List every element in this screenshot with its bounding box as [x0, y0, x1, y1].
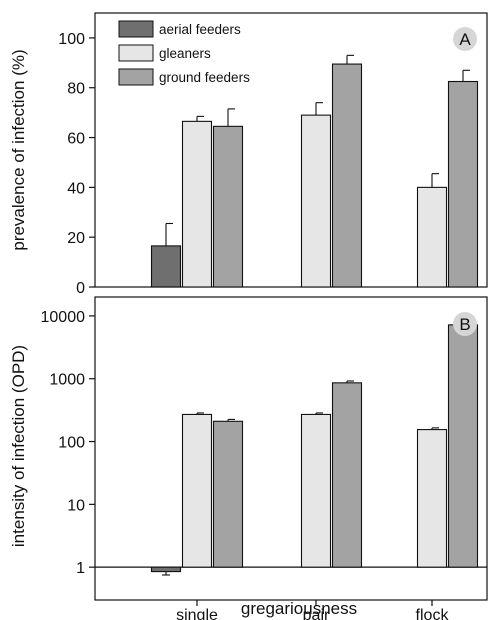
panel-a-y-tick-label: 60 — [67, 131, 85, 148]
panel-b-bar — [181, 413, 213, 568]
legend-swatch-gleaners — [118, 44, 154, 62]
panel-b-bar — [150, 566, 182, 573]
x-category-label: pair — [303, 607, 330, 620]
panel-b-bar — [300, 413, 332, 568]
panel-b-y-tick-label: 10 — [67, 497, 85, 514]
legend-label-aerial-feeders: aerial feeders — [159, 22, 241, 37]
panel-a-y-tick-label: 40 — [67, 180, 85, 197]
panel-a-ticks: 0 20 40 60 80 100 — [58, 31, 95, 297]
panel-a-badge — [453, 27, 477, 51]
panel-b-frame — [94, 296, 488, 601]
panel-a-y-tick-label: 0 — [76, 280, 85, 297]
panel-a-y-tick-label: 100 — [58, 31, 85, 48]
panel-b-bar — [416, 429, 448, 568]
panel-a-y-tick-label: 80 — [67, 81, 85, 98]
panel-b-letter: B — [459, 315, 470, 334]
panel-a-frame — [94, 12, 488, 288]
panel-b-bar — [331, 382, 363, 568]
legend: aerial feeders gleaners ground feeders — [118, 20, 250, 86]
legend-label-gleaners: gleaners — [159, 46, 211, 61]
legend-label-ground-feeders: ground feeders — [159, 70, 250, 85]
panel-b-bars — [150, 323, 479, 576]
x-axis-title: gregariousness — [241, 599, 357, 618]
panel-b-y-tick-label: 100 — [58, 435, 85, 452]
x-category-label: flock — [416, 607, 450, 620]
panel-a-bar — [300, 114, 332, 288]
panel-b-bar — [447, 324, 479, 568]
panel-b-y-tick-label: 1000 — [49, 372, 85, 389]
panel-b-y-axis-title: intensity of infection (OPD) — [9, 345, 28, 547]
panel-a-bar — [416, 186, 448, 288]
panel-b-bar — [212, 420, 244, 568]
panel-a-bar — [150, 245, 182, 288]
legend-swatch-aerial-feeders — [118, 20, 154, 38]
panel-a-bar — [447, 80, 479, 288]
panel-a-y-tick-label: 20 — [67, 230, 85, 247]
panel-a-bar — [331, 63, 363, 288]
panel-b-badge — [453, 312, 477, 336]
panel-a-bar — [212, 125, 244, 288]
panel-a-letter: A — [459, 30, 471, 49]
panel-a-bar — [181, 120, 213, 288]
panel-a-y-axis-title: prevalence of infection (%) — [9, 49, 28, 250]
x-category-labels: single pair flock — [176, 600, 449, 620]
panel-a-bars — [150, 54, 479, 288]
panel-b-y-tick-label: 10000 — [41, 309, 86, 326]
legend-swatch-ground-feeders — [118, 68, 154, 86]
panel-b-y-tick-label: 1 — [76, 560, 85, 577]
x-category-label: single — [176, 607, 218, 620]
